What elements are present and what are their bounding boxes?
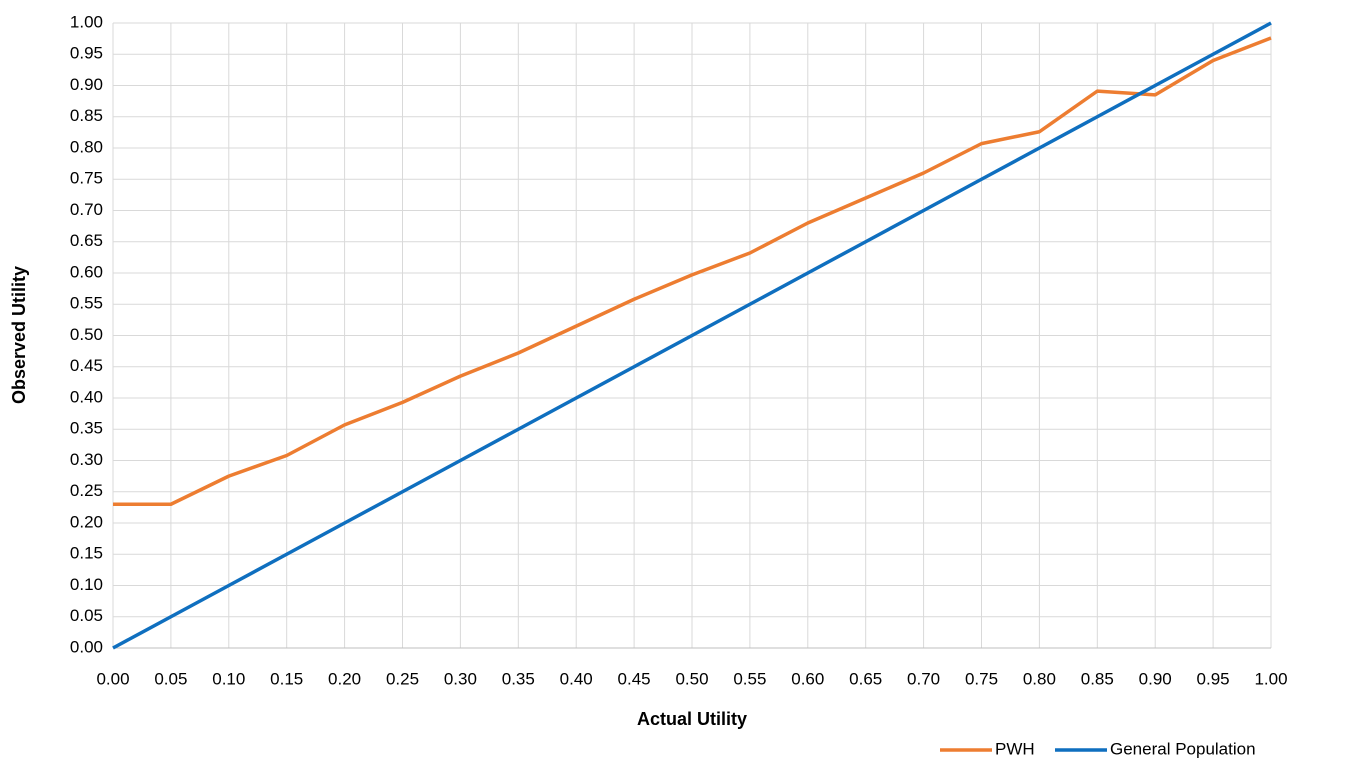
y-tick-label: 0.95 xyxy=(70,44,103,63)
x-tick-label: 0.95 xyxy=(1197,669,1230,688)
x-tick-label: 0.85 xyxy=(1081,669,1114,688)
y-tick-label: 0.85 xyxy=(70,106,103,125)
x-tick-label: 0.80 xyxy=(1023,669,1056,688)
y-tick-label: 0.40 xyxy=(70,387,103,406)
y-tick-label: 0.50 xyxy=(70,325,103,344)
legend-label: PWH xyxy=(995,739,1035,758)
x-tick-label: 0.65 xyxy=(849,669,882,688)
y-tick-label: 0.15 xyxy=(70,544,103,563)
y-tick-label: 1.00 xyxy=(70,12,103,31)
y-tick-label: 0.30 xyxy=(70,450,103,469)
legend-label: General Population xyxy=(1110,739,1256,758)
x-tick-label: 0.25 xyxy=(386,669,419,688)
y-tick-label: 0.80 xyxy=(70,137,103,156)
y-tick-label: 0.55 xyxy=(70,294,103,313)
series-line xyxy=(113,36,1272,506)
x-tick-label: 0.30 xyxy=(444,669,477,688)
x-tick-label: 0.35 xyxy=(502,669,535,688)
x-tick-label: 0.90 xyxy=(1139,669,1172,688)
x-tick-label: 0.50 xyxy=(675,669,708,688)
x-tick-label: 0.20 xyxy=(328,669,361,688)
x-tick-label: 0.15 xyxy=(270,669,303,688)
x-tick-label: 0.45 xyxy=(618,669,651,688)
x-tick-label: 0.40 xyxy=(560,669,593,688)
y-tick-label: 0.70 xyxy=(70,200,103,219)
y-tick-label: 0.90 xyxy=(70,75,103,94)
x-tick-label: 1.00 xyxy=(1254,669,1287,688)
y-tick-label: 0.25 xyxy=(70,481,103,500)
y-tick-label: 0.60 xyxy=(70,262,103,281)
x-tick-label: 0.05 xyxy=(154,669,187,688)
x-tick-label: 0.00 xyxy=(96,669,129,688)
y-tick-label: 0.45 xyxy=(70,356,103,375)
x-tick-label: 0.60 xyxy=(791,669,824,688)
y-tick-label: 0.10 xyxy=(70,575,103,594)
y-tick-label: 0.35 xyxy=(70,419,103,438)
x-axis-title: Actual Utility xyxy=(637,709,747,729)
x-tick-label: 0.10 xyxy=(212,669,245,688)
y-tick-label: 0.00 xyxy=(70,637,103,656)
series-line xyxy=(112,21,1272,650)
y-tick-label: 0.75 xyxy=(70,169,103,188)
y-tick-label: 0.65 xyxy=(70,231,103,250)
x-tick-label: 0.70 xyxy=(907,669,940,688)
y-tick-label: 0.20 xyxy=(70,512,103,531)
x-tick-label: 0.55 xyxy=(733,669,766,688)
y-axis-title: Observed Utility xyxy=(9,266,29,404)
y-tick-label: 0.05 xyxy=(70,606,103,625)
x-tick-label: 0.75 xyxy=(965,669,998,688)
